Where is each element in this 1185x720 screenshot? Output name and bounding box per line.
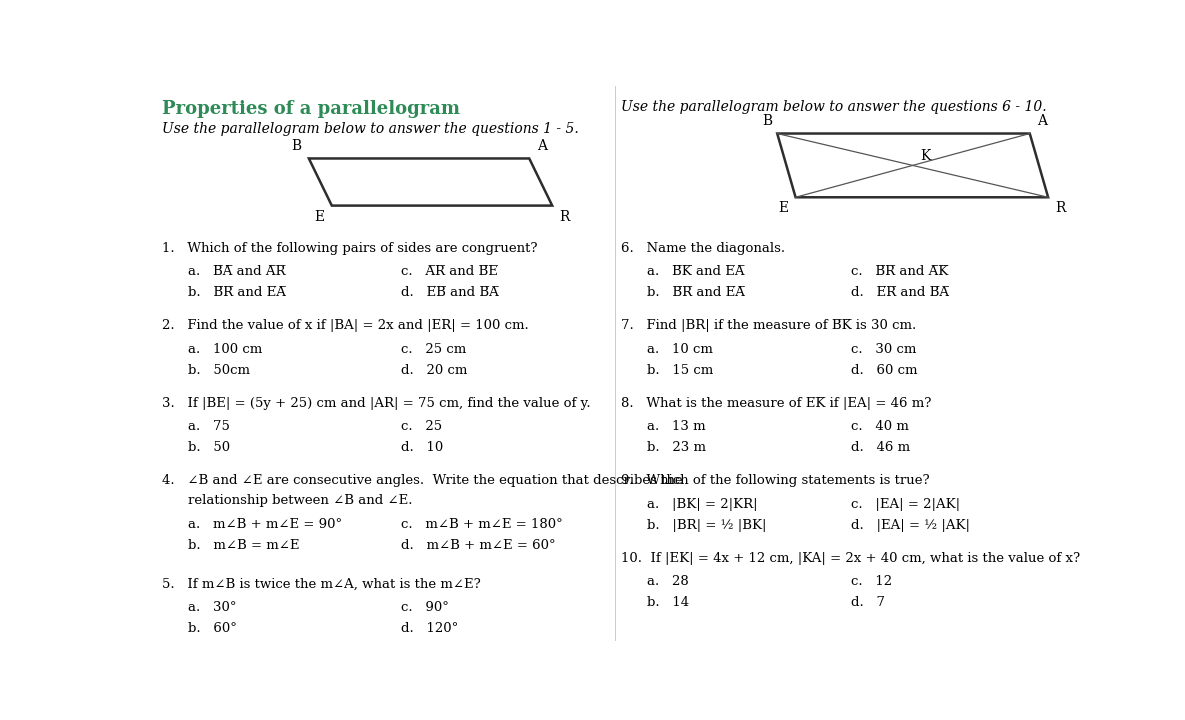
Text: a.   100 cm: a. 100 cm [187,343,262,356]
Text: a.   B̅K̅ and E̅A̅: a. B̅K̅ and E̅A̅ [647,265,744,278]
Text: d.   7: d. 7 [851,596,885,609]
Text: B: B [292,139,301,153]
Text: 8.   What is the measure of E̅K̅ if |EA| = 46 m?: 8. What is the measure of E̅K̅ if |EA| =… [621,397,931,410]
Text: R: R [559,210,570,224]
Text: Use the parallelogram below to answer the questions 6 - 10.: Use the parallelogram below to answer th… [621,100,1046,114]
Text: 3.   If |BE| = (5y + 25) cm and |AR| = 75 cm, find the value of y.: 3. If |BE| = (5y + 25) cm and |AR| = 75 … [162,397,590,410]
Text: A: A [537,139,546,153]
Text: 10.  If |EK| = 4x + 12 cm, |KA| = 2x + 40 cm, what is the value of x?: 10. If |EK| = 4x + 12 cm, |KA| = 2x + 40… [621,552,1081,565]
Text: 2.   Find the value of x if |BA| = 2x and |ER| = 100 cm.: 2. Find the value of x if |BA| = 2x and … [162,319,529,332]
Text: b.   50: b. 50 [187,441,230,454]
Text: a.   30°: a. 30° [187,601,236,614]
Text: a.   75: a. 75 [187,420,230,433]
Text: a.   |BK| = 2|KR|: a. |BK| = 2|KR| [647,498,757,510]
Text: a.   B̅A̅ and A̅R̅: a. B̅A̅ and A̅R̅ [187,265,286,278]
Text: c.   40 m: c. 40 m [851,420,909,433]
Text: a.   28: a. 28 [647,575,688,588]
Text: 4.   ∠B and ∠E are consecutive angles.  Write the equation that describes the: 4. ∠B and ∠E are consecutive angles. Wri… [162,474,683,487]
Text: b.   B̅R̅ and E̅A̅: b. B̅R̅ and E̅A̅ [647,286,744,299]
Text: b.   15 cm: b. 15 cm [647,364,713,377]
Text: K: K [920,148,930,163]
Text: c.   B̅R̅ and A̅K̅: c. B̅R̅ and A̅K̅ [851,265,948,278]
Text: d.   60 cm: d. 60 cm [851,364,917,377]
Text: d.   m∠B + m∠E = 60°: d. m∠B + m∠E = 60° [401,539,556,552]
Text: A: A [1037,114,1048,128]
Text: 5.   If m∠B is twice the m∠A, what is the m∠E?: 5. If m∠B is twice the m∠A, what is the … [162,577,481,590]
Text: b.   50cm: b. 50cm [187,364,250,377]
Text: 9.   Which of the following statements is true?: 9. Which of the following statements is … [621,474,930,487]
Text: d.   10: d. 10 [401,441,443,454]
Text: d.   20 cm: d. 20 cm [401,364,467,377]
Text: d.   E̅B̅ and B̅A̅: d. E̅B̅ and B̅A̅ [401,286,499,299]
Text: b.   14: b. 14 [647,596,688,609]
Text: 6.   Name the diagonals.: 6. Name the diagonals. [621,242,786,255]
Text: relationship between ∠B and ∠E.: relationship between ∠B and ∠E. [187,495,412,508]
Text: a.   13 m: a. 13 m [647,420,705,433]
Text: E: E [779,201,788,215]
Text: b.   B̅R̅ and E̅A̅: b. B̅R̅ and E̅A̅ [187,286,286,299]
Text: d.   46 m: d. 46 m [851,441,910,454]
Text: c.   12: c. 12 [851,575,892,588]
Text: c.   30 cm: c. 30 cm [851,343,916,356]
Text: a.   10 cm: a. 10 cm [647,343,712,356]
Text: b.   |BR| = ½ |BK|: b. |BR| = ½ |BK| [647,519,767,532]
Text: d.   E̅R̅ and B̅A̅: d. E̅R̅ and B̅A̅ [851,286,949,299]
Text: E: E [314,210,325,224]
Text: b.   60°: b. 60° [187,622,237,635]
Text: 7.   Find |BR| if the measure of B̅K̅ is 30 cm.: 7. Find |BR| if the measure of B̅K̅ is 3… [621,319,916,332]
Text: c.   m∠B + m∠E = 180°: c. m∠B + m∠E = 180° [401,518,563,531]
Text: B: B [762,114,773,128]
Text: a.   m∠B + m∠E = 90°: a. m∠B + m∠E = 90° [187,518,341,531]
Text: d.   |EA| = ½ |AK|: d. |EA| = ½ |AK| [851,519,969,532]
Text: c.   A̅R̅ and B̅E̅: c. A̅R̅ and B̅E̅ [401,265,498,278]
Text: b.   23 m: b. 23 m [647,441,706,454]
Text: 1.   Which of the following pairs of sides are congruent?: 1. Which of the following pairs of sides… [162,242,538,255]
Text: c.   25: c. 25 [401,420,442,433]
Text: R: R [1056,201,1065,215]
Text: Use the parallelogram below to answer the questions 1 - 5.: Use the parallelogram below to answer th… [162,122,578,136]
Text: d.   120°: d. 120° [401,622,457,635]
Text: c.   |EA| = 2|AK|: c. |EA| = 2|AK| [851,498,960,510]
Text: b.   m∠B = m∠E: b. m∠B = m∠E [187,539,299,552]
Text: c.   25 cm: c. 25 cm [401,343,466,356]
Text: c.   90°: c. 90° [401,601,449,614]
Text: Properties of a parallelogram: Properties of a parallelogram [162,100,460,118]
